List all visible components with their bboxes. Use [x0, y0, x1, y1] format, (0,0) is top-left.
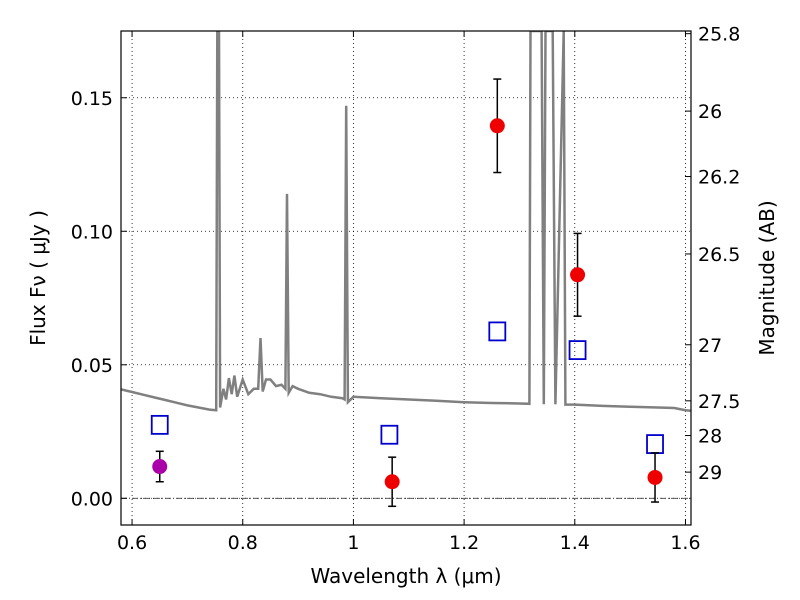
magnitude-tick-label: 26.2 — [698, 167, 740, 189]
magnitude-tick-label: 28 — [698, 426, 722, 448]
x-tick-label: 0.6 — [117, 532, 147, 554]
observed-photometry-point — [152, 459, 168, 475]
magnitude-axis-title: Magnitude (AB) — [755, 200, 779, 355]
observed-photometry-point — [570, 267, 586, 283]
y-tick-label: 0.05 — [71, 355, 113, 377]
plot-frame — [120, 30, 692, 526]
x-tick-label: 1.6 — [670, 532, 700, 554]
magnitude-tick-label: 26.5 — [698, 244, 740, 266]
magnitude-tick-label: 25.8 — [698, 24, 740, 46]
magnitude-tick-label: 27.5 — [698, 391, 740, 413]
magnitude-tick-label: 27 — [698, 335, 722, 357]
model-photometry-square — [150, 414, 169, 435]
y-tick-label: 0.00 — [71, 488, 113, 510]
model-photometry-series — [150, 321, 664, 454]
observed-photometry-point — [384, 474, 400, 490]
y-tick-label: 0.10 — [71, 221, 113, 243]
model-spectrum-line — [121, 31, 691, 412]
x-axis-ticks: 0.6 0.8 1 1.2 1.4 1.6 — [117, 31, 701, 554]
x-tick-label: 0.8 — [228, 532, 258, 554]
x-tick-label: 1 — [347, 532, 359, 554]
y-tick-label: 0.15 — [71, 88, 113, 110]
model-photometry-square — [568, 340, 587, 360]
y-axis-ticks: 0.00 0.05 0.10 0.15 — [71, 88, 127, 510]
magnitude-tick-label: 29 — [698, 462, 722, 484]
model-photometry-square — [488, 321, 507, 342]
observed-photometry-point — [647, 469, 663, 485]
model-photometry-square — [380, 424, 399, 445]
observed-photometry-series — [152, 78, 663, 508]
magnitude-tick-label: 26 — [698, 101, 722, 123]
magnitude-axis-ticks: 25.8 26 26.2 26.5 27 27.5 28 29 — [685, 24, 740, 484]
x-tick-label: 1.4 — [560, 532, 590, 554]
model-spectrum-series — [121, 31, 691, 412]
model-photometry-square — [646, 434, 664, 454]
x-axis-title: Wavelength λ (μm) — [310, 564, 501, 588]
y-axis-title: Flux Fν ( μJy ) — [26, 210, 50, 346]
gridlines — [121, 31, 691, 525]
x-tick-label: 1.2 — [449, 532, 479, 554]
observed-photometry-point — [489, 118, 505, 134]
